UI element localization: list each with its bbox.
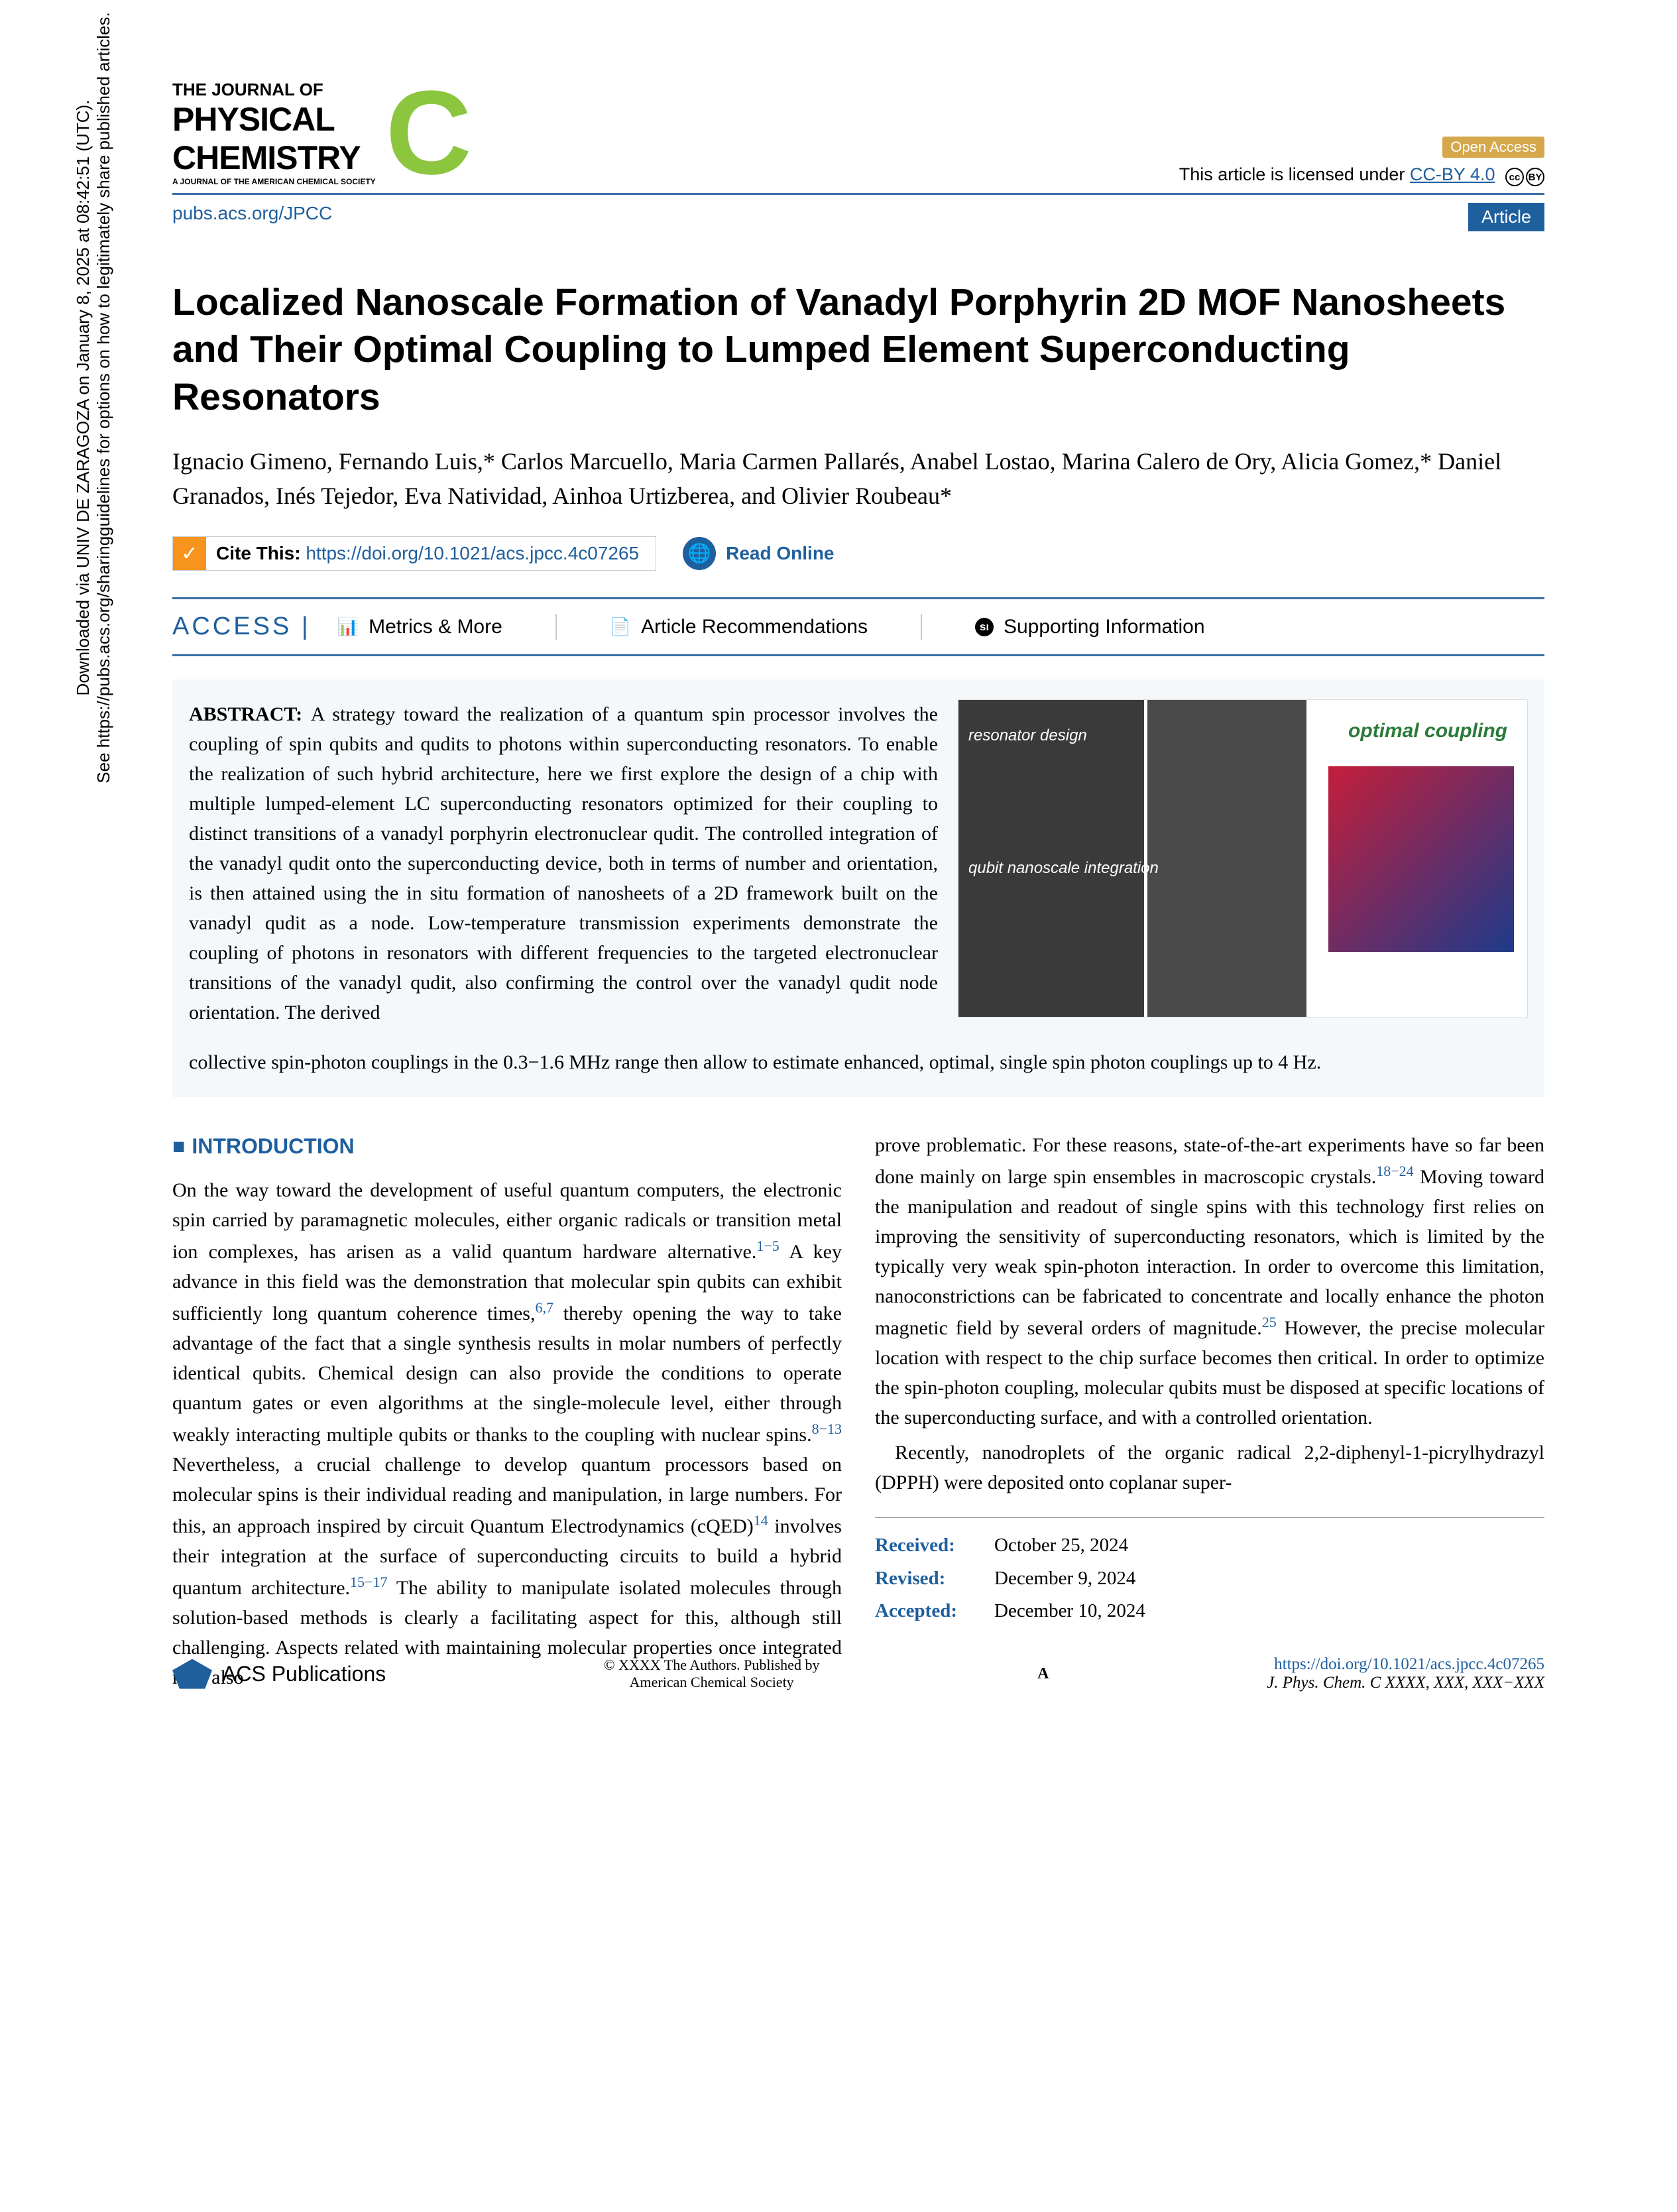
si-icon: sı	[975, 618, 994, 636]
accepted-date: December 10, 2024	[994, 1597, 1145, 1626]
action-row: ✓ Cite This: https://doi.org/10.1021/acs…	[172, 536, 1544, 571]
intro-paragraph: prove problematic. For these reasons, st…	[875, 1130, 1544, 1432]
page-number: A	[1037, 1665, 1049, 1683]
footer-copyright: © XXXX The Authors. Published by America…	[604, 1657, 820, 1691]
fig-label-optimal: optimal coupling	[1348, 720, 1507, 742]
header: THE JOURNAL OF PHYSICAL CHEMISTRY A JOUR…	[172, 80, 1544, 186]
received-date: October 25, 2024	[994, 1531, 1128, 1560]
fig-label-qubit: qubit nanoscale integration	[968, 859, 1159, 878]
doi-link[interactable]: https://doi.org/10.1021/acs.jpcc.4c07265	[306, 543, 639, 563]
footer-citation: https://doi.org/10.1021/acs.jpcc.4c07265…	[1267, 1655, 1544, 1692]
ref-link[interactable]: 18−24	[1376, 1163, 1413, 1179]
dates-box: Received: October 25, 2024 Revised: Decemb…	[875, 1517, 1544, 1626]
revised-date: December 9, 2024	[994, 1564, 1135, 1594]
journal-logo: THE JOURNAL OF PHYSICAL CHEMISTRY A JOUR…	[172, 80, 472, 186]
document-icon: 📄	[610, 616, 631, 637]
abstract-figure: resonator design qubit nanoscale integra…	[958, 699, 1528, 1018]
supporting-info-link[interactable]: sıSupporting Information	[975, 616, 1205, 638]
access-label: ACCESS |	[172, 612, 337, 641]
article-type-badge: Article	[1468, 203, 1544, 231]
received-label: Received:	[875, 1531, 981, 1560]
article-title: Localized Nanoscale Formation of Vanadyl…	[172, 279, 1544, 421]
acs-logo-icon	[172, 1659, 212, 1689]
abstract-continue: collective spin-photon couplings in the …	[172, 1047, 1544, 1097]
footer: ACS Publications © XXXX The Authors. Pub…	[172, 1655, 1544, 1692]
abstract-section: ABSTRACT: A strategy toward the realizat…	[172, 679, 1544, 1047]
ref-link[interactable]: 25	[1262, 1314, 1277, 1330]
accepted-label: Accepted:	[875, 1597, 981, 1626]
journal-line2: PHYSICAL	[172, 100, 376, 139]
revised-label: Revised:	[875, 1564, 981, 1594]
cite-this-box: ✓ Cite This: https://doi.org/10.1021/acs…	[172, 536, 656, 571]
recommendations-link[interactable]: 📄Article Recommendations	[610, 616, 868, 638]
ref-link[interactable]: 15−17	[350, 1574, 387, 1590]
fig-label-resonator: resonator design	[968, 727, 1087, 745]
chart-icon: 📊	[337, 616, 359, 637]
pubs-link[interactable]: pubs.acs.org/JPCC	[172, 203, 332, 231]
footer-doi-link[interactable]: https://doi.org/10.1021/acs.jpcc.4c07265	[1274, 1655, 1544, 1673]
intro-paragraph: Recently, nanodroplets of the organic ra…	[875, 1438, 1544, 1497]
check-icon: ✓	[173, 537, 206, 570]
body-columns: ■INTRODUCTION On the way toward the deve…	[172, 1130, 1544, 1692]
ref-link[interactable]: 8−13	[812, 1421, 842, 1437]
authors-list: Ignacio Gimeno, Fernando Luis,* Carlos M…	[172, 444, 1544, 513]
journal-line3: CHEMISTRY	[172, 139, 376, 177]
ref-link[interactable]: 14	[754, 1512, 768, 1529]
column-left: ■INTRODUCTION On the way toward the deve…	[172, 1130, 842, 1692]
ref-link[interactable]: 1−5	[756, 1238, 779, 1254]
globe-icon: 🌐	[683, 537, 716, 570]
metrics-link[interactable]: 📊Metrics & More	[337, 616, 502, 638]
by-icon: BY	[1526, 168, 1544, 186]
read-online-button[interactable]: 🌐 Read Online	[683, 537, 834, 570]
acs-publications-logo: ACS Publications	[172, 1659, 386, 1689]
journal-letter-icon: C	[386, 86, 472, 181]
license-link[interactable]: CC-BY 4.0	[1410, 164, 1495, 184]
abstract-body: A strategy toward the realization of a q…	[189, 703, 938, 1023]
ref-link[interactable]: 6,7	[535, 1299, 553, 1316]
cc-icon: cc	[1505, 168, 1524, 186]
journal-line1: THE JOURNAL OF	[172, 80, 376, 100]
subheader-bar: pubs.acs.org/JPCC Article	[172, 193, 1544, 239]
journal-subtitle: A JOURNAL OF THE AMERICAN CHEMICAL SOCIE…	[172, 177, 376, 186]
column-right: prove problematic. For these reasons, st…	[875, 1130, 1544, 1692]
license-text: This article is licensed under CC-BY 4.0…	[1179, 164, 1544, 187]
intro-header: ■INTRODUCTION	[172, 1130, 842, 1162]
open-access-badge: Open Access	[1442, 137, 1544, 158]
intro-paragraph: On the way toward the development of use…	[172, 1175, 842, 1692]
abstract-label: ABSTRACT:	[189, 703, 311, 725]
access-bar: ACCESS | 📊Metrics & More 📄Article Recomm…	[172, 597, 1544, 656]
